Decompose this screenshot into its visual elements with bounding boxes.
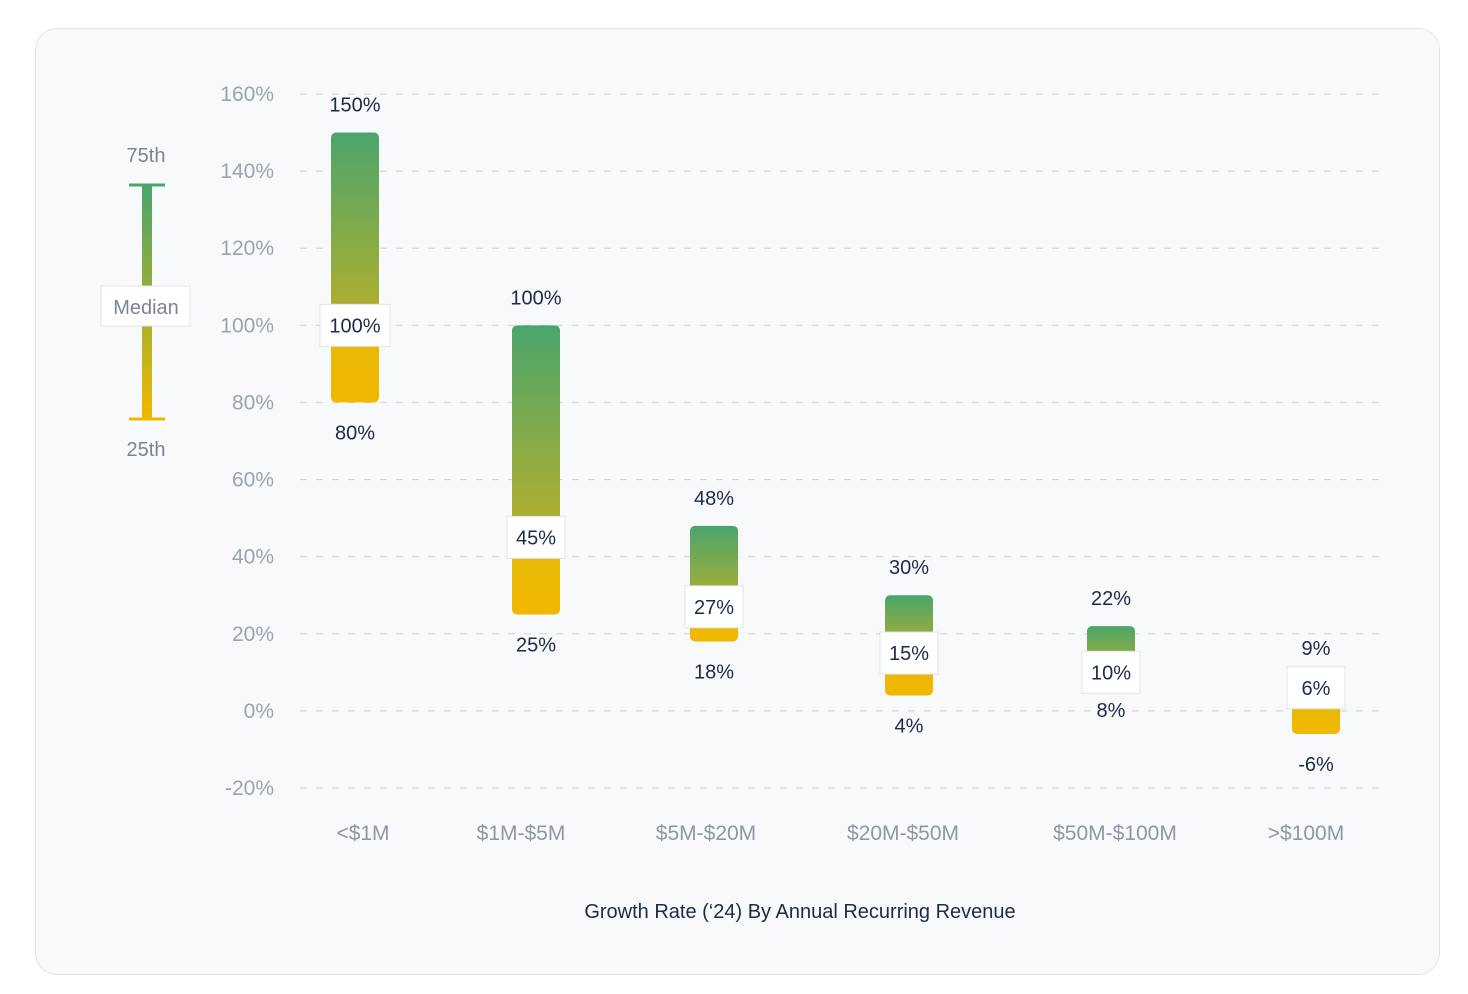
x-category-label: <$1M [336, 822, 389, 845]
label-25th: -6% [1298, 754, 1334, 776]
label-75th: 150% [329, 95, 380, 117]
y-tick-label: 0% [244, 700, 274, 723]
y-tick-label: -20% [225, 777, 274, 800]
x-category-label: $50M-$100M [1053, 822, 1177, 845]
median-box [1081, 650, 1141, 694]
median-box [506, 515, 566, 559]
label-75th: 22% [1091, 588, 1131, 610]
y-tick-label: 160% [220, 83, 274, 106]
x-category-label: $1M-$5M [477, 822, 566, 845]
legend-median-box [100, 285, 191, 327]
y-tick-label: 40% [232, 546, 274, 569]
label-25th: 25% [516, 635, 556, 657]
bars [331, 132, 1340, 735]
grid-lines [300, 93, 1385, 789]
bar-range [331, 132, 379, 403]
legend-bottom-label: 25th [127, 439, 166, 461]
label-75th: 30% [889, 557, 929, 579]
label-25th: 8% [1097, 700, 1126, 722]
label-75th: 48% [694, 488, 734, 510]
label-median: 6% [1302, 678, 1331, 700]
label-median: 15% [889, 643, 929, 665]
bar-range [512, 325, 560, 615]
y-tick-label: 100% [220, 314, 274, 337]
label-median: 45% [516, 527, 556, 549]
chart-title: Growth Rate (‘24) By Annual Recurring Re… [584, 901, 1015, 923]
y-tick-label: 80% [232, 391, 274, 414]
x-axis-categories: <$1M $1M-$5M $5M-$20M $20M-$50M $50M-$100M >$… [336, 822, 1344, 845]
legend-top-label: 75th [127, 145, 166, 167]
x-category-label: $20M-$50M [847, 822, 959, 845]
label-median: 10% [1091, 662, 1131, 684]
y-tick-label: 60% [232, 469, 274, 492]
median-box [684, 585, 744, 629]
label-75th: 9% [1302, 638, 1331, 660]
median-box [1286, 666, 1346, 710]
data-labels: 150% 100% 80% 100% 45% 25% 48% 27% 18% 30% 15% 4% 22… [319, 95, 1346, 776]
label-median: 27% [694, 597, 734, 619]
median-box [319, 303, 391, 347]
label-25th: 18% [694, 661, 734, 683]
legend: 75th Median 25th [100, 145, 191, 461]
legend-median-label: Median [113, 297, 179, 319]
label-median: 100% [329, 315, 380, 337]
x-category-label: >$100M [1268, 822, 1344, 845]
label-25th: 80% [335, 422, 375, 444]
label-75th: 100% [510, 287, 561, 309]
y-tick-label: 140% [220, 160, 274, 183]
y-tick-label: 120% [220, 237, 274, 260]
label-25th: 4% [895, 715, 924, 737]
median-box [879, 631, 939, 675]
x-category-label: $5M-$20M [656, 822, 756, 845]
y-axis-ticks: 160% 140% 120% 100% 80% 60% 40% 20% 0% -20% [220, 83, 274, 800]
y-tick-label: 20% [232, 623, 274, 646]
chart-card [35, 28, 1440, 975]
